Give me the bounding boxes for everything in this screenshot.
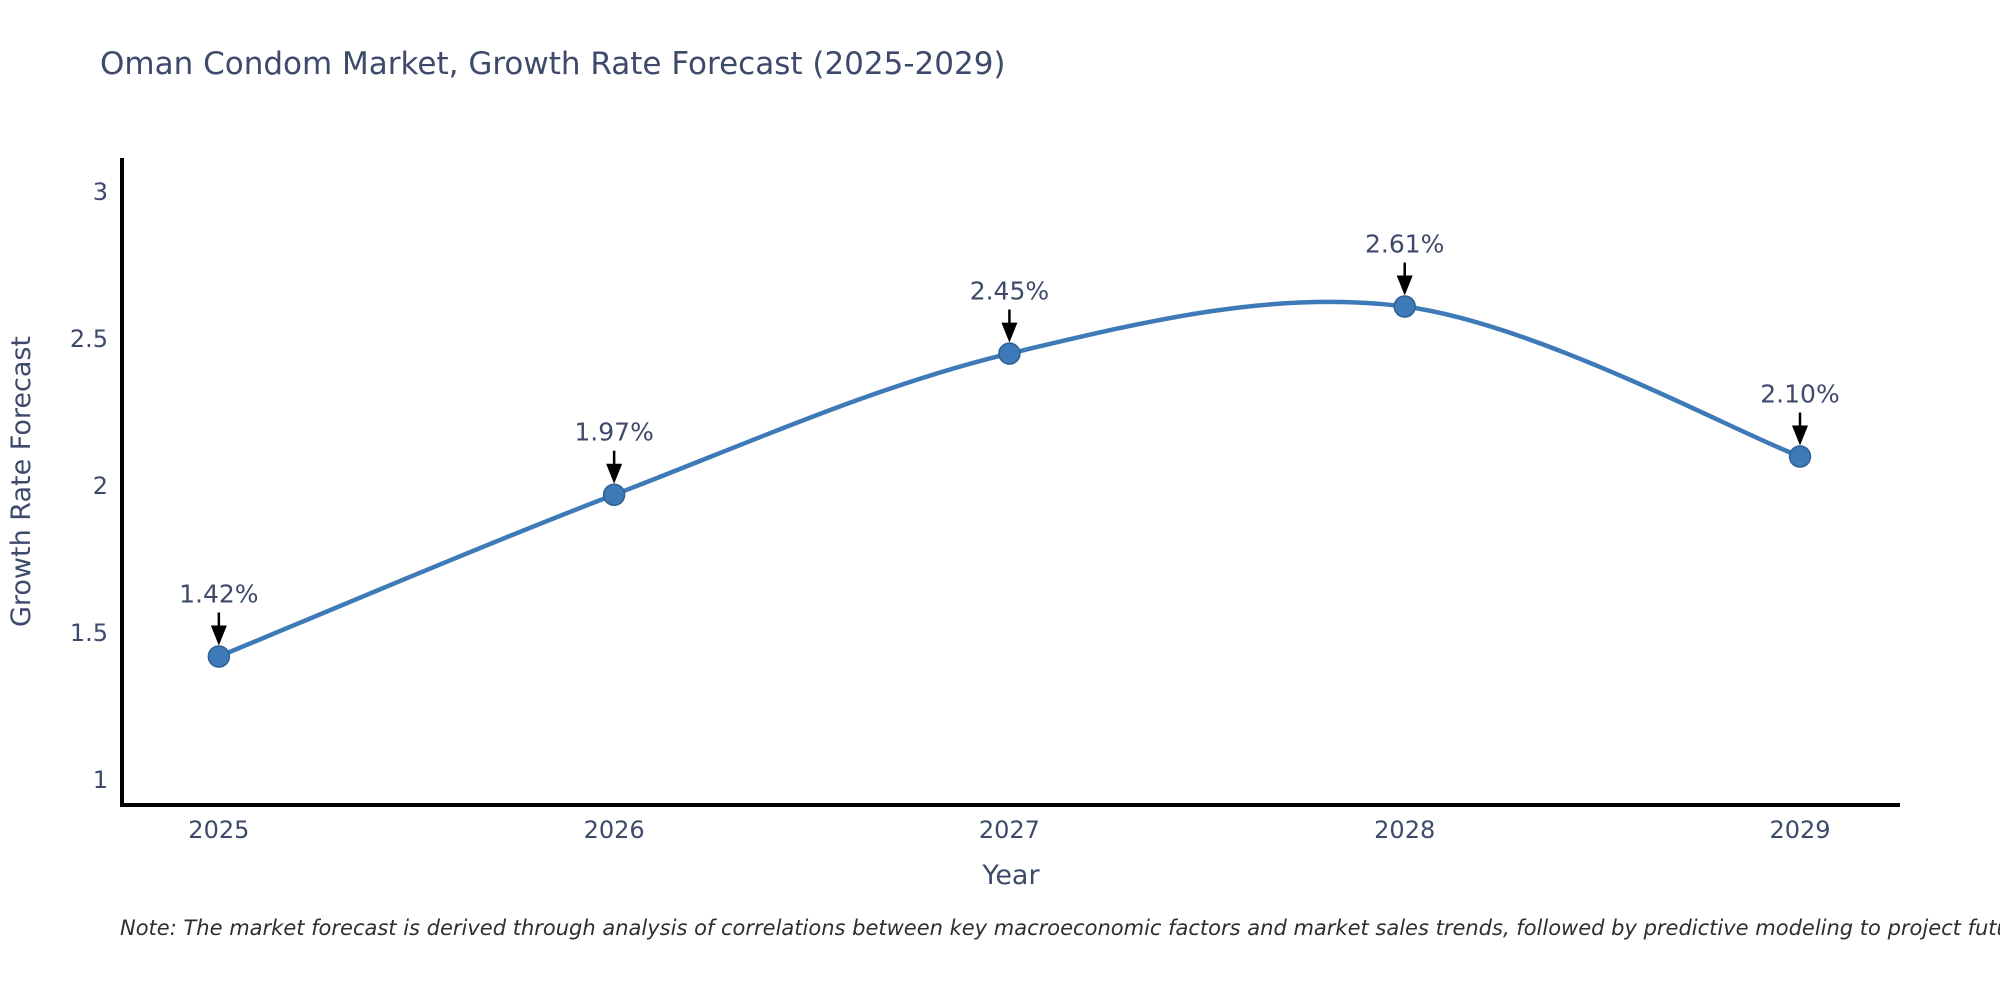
x-tick-label: 2029 [1769,816,1830,844]
footnote: Note: The market forecast is derived thr… [120,916,2000,940]
data-point-marker [998,342,1021,365]
point-annotation: 2.45% [970,277,1049,343]
point-annotation-label: 2.61% [1365,230,1444,259]
chart-title: Oman Condom Market, Growth Rate Forecast… [100,46,1006,82]
point-annotation-label: 2.45% [970,277,1049,306]
y-tick-label: 2.5 [70,325,108,353]
point-annotation: 1.97% [574,418,654,484]
data-point-marker [1788,445,1812,468]
annotation-arrow-head [210,625,227,646]
y-tick-label: 1.5 [70,619,108,647]
point-annotation-label: 1.97% [574,418,653,447]
x-axis-title: Year [981,860,1040,891]
annotation-arrow-head [1396,275,1413,296]
y-tick-label: 1 [93,766,108,794]
point-annotation: 1.42% [179,579,259,646]
x-tick-label: 2026 [584,816,645,844]
data-point-marker [602,483,626,506]
point-annotation: 2.61% [1365,230,1444,296]
data-point-marker [1393,295,1416,318]
point-annotation: 2.10% [1760,380,1840,446]
x-tick-label: 2027 [979,816,1040,844]
y-axis-title: Growth Rate Forecast [6,336,37,627]
annotation-arrow-head [606,463,623,484]
y-tick-label: 3 [93,178,108,206]
point-annotation-label: 1.42% [179,579,258,608]
point-annotation-label: 2.10% [1760,380,1839,409]
x-tick-label: 2025 [188,816,249,844]
y-tick-label: 2 [93,472,108,500]
annotation-arrow-head [1791,425,1808,446]
x-tick-label: 2028 [1374,816,1435,844]
annotation-arrow-head [1001,322,1018,343]
data-point-marker [207,645,231,668]
